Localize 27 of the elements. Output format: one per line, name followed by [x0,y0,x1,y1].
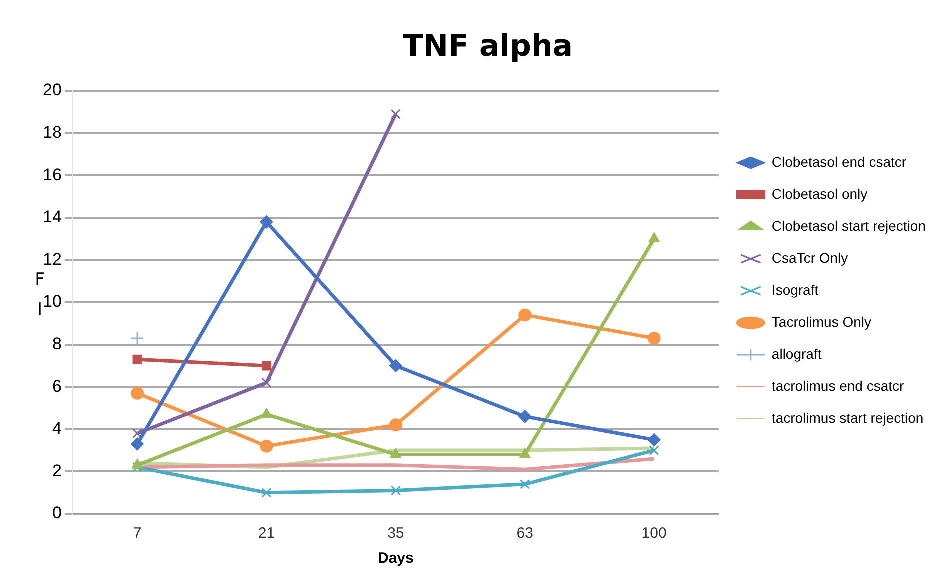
legend-label: tacrolimus start rejection [772,410,924,426]
y-tick-label: 16 [42,165,62,184]
legend-label: CsaTcr Only [772,250,848,266]
x-tick-label: 21 [258,525,276,542]
legend-label: allograft [772,346,822,362]
y-tick-label: 4 [52,419,62,438]
legend-label: Clobetasol end csatcr [772,154,907,170]
x-tick-label: 63 [516,525,534,542]
y-tick-label: 10 [42,292,62,312]
legend-label: Clobetasol only [772,186,868,202]
legend-label: Isograft [772,282,819,298]
y-tick-label: 20 [42,80,62,100]
legend-label: Clobetasol start rejection [772,218,926,234]
x-axis-title: Days [378,550,414,568]
legend-label: Tacrolimus Only [772,314,872,330]
y-tick-label: 12 [42,250,62,269]
x-tick-label: 100 [642,525,667,542]
y-tick-label: 8 [52,334,62,354]
legend-label: tacrolimus end csatcr [772,378,905,394]
y-tick-label: 0 [52,504,62,523]
y-tick-label: 18 [42,122,62,142]
chart-title: TNF alpha [402,28,574,64]
y-tick-label: 6 [52,376,62,396]
y-tick-label: 14 [42,208,62,227]
x-tick-label: 7 [133,525,142,542]
x-tick-label: 35 [388,525,404,542]
y-tick-label: 2 [52,461,62,480]
